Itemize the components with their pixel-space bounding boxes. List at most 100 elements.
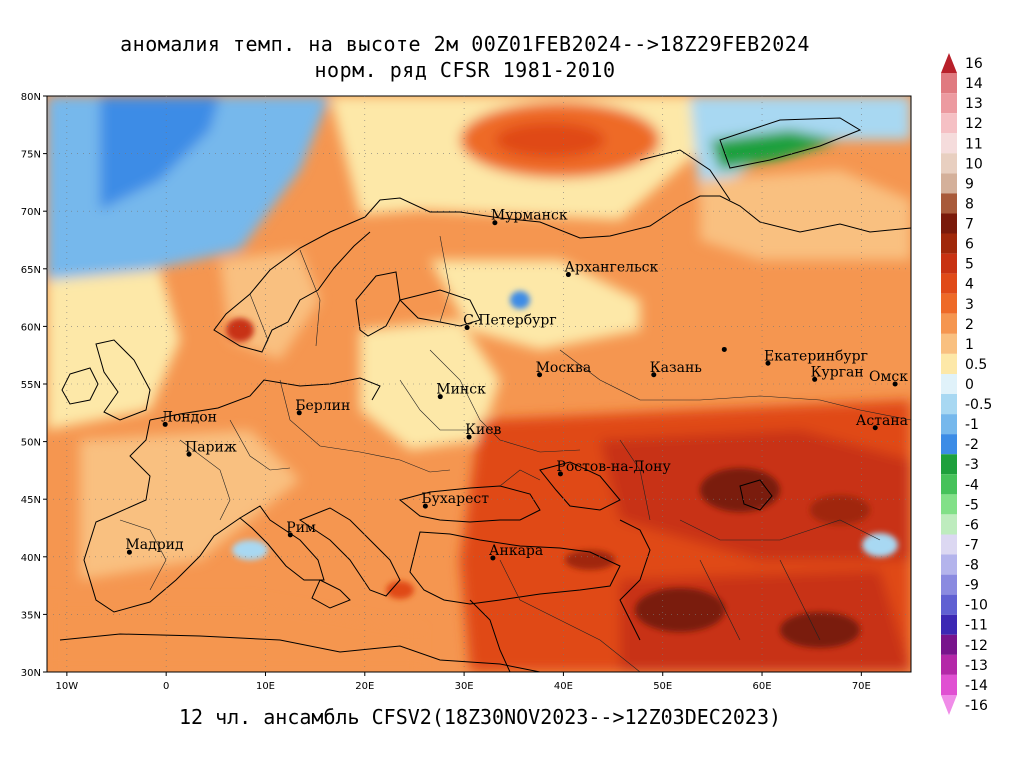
colorbar-swatch — [941, 193, 957, 214]
lon-tick-label: 40E — [554, 681, 573, 692]
colorbar-label: 8 — [965, 196, 974, 212]
city-label: Астана — [856, 413, 908, 429]
city-label: Лондон — [161, 409, 217, 425]
colorbar-label: -8 — [965, 558, 979, 574]
ensemble-info: 12 чл. ансамбль CFSV2(18Z30NOV2023-->12Z… — [178, 705, 782, 729]
city-label: Архангельск — [564, 260, 658, 276]
lat-tick-label: 80N — [21, 92, 41, 103]
lat-tick-label: 75N — [21, 150, 41, 161]
city-marker — [287, 532, 293, 538]
colorbar-swatch — [941, 213, 957, 234]
lat-tick-label: 60N — [21, 322, 41, 333]
city-marker — [437, 394, 443, 400]
colorbar-swatch — [941, 373, 957, 395]
colorbar-swatch — [941, 514, 957, 535]
lat-tick-label: 65N — [21, 265, 41, 276]
colorbar-swatch — [941, 614, 957, 635]
colorbar-label: 3 — [965, 297, 974, 313]
city-marker — [557, 471, 563, 477]
city-marker — [872, 425, 878, 431]
colorbar-label: 0 — [965, 377, 974, 393]
colorbar-label: 5 — [965, 257, 974, 273]
colorbar-swatch — [941, 654, 957, 675]
colorbar-swatch — [941, 173, 957, 194]
graticule — [47, 96, 911, 672]
colorbar-swatch — [941, 414, 957, 435]
colorbar-swatch — [941, 534, 957, 555]
colorbar-swatch — [941, 53, 957, 74]
lon-tick-label: 10W — [56, 681, 79, 692]
city-label: Рим — [286, 520, 316, 536]
colorbar-label: -6 — [965, 517, 979, 533]
colorbar-label: -5 — [965, 497, 979, 513]
colorbar-label: 4 — [965, 277, 974, 293]
colorbar-label: -7 — [965, 537, 979, 553]
colorbar-label: 9 — [965, 176, 974, 192]
colorbar-label: 6 — [965, 237, 974, 253]
lon-tick-label: 60E — [753, 681, 772, 692]
colorbar: 16 14 13 12 11 10 9 8 7 6 5 4 3 2 1 0.5 0 -0.5 -1 -2 -3 -4 -5 -… — [941, 53, 992, 715]
city-marker — [651, 372, 657, 378]
city-label: Минск — [436, 382, 486, 398]
colorbar-label: 0.5 — [965, 357, 987, 373]
colorbar-label: 7 — [965, 217, 974, 233]
city-marker — [565, 272, 571, 278]
colorbar-label: 13 — [965, 96, 983, 112]
lon-tick-label: 10E — [256, 681, 275, 692]
coastlines — [59, 117, 911, 672]
city-label: Анкара — [489, 543, 543, 559]
chart-subtitle: норм. ряд CFSR 1981-2010 — [314, 58, 616, 82]
lon-tick-label: 50E — [653, 681, 672, 692]
lat-tick-label: 45N — [21, 495, 41, 506]
lat-tick-label: 40N — [21, 553, 41, 564]
colorbar-label: -4 — [965, 477, 979, 493]
colorbar-label: -9 — [965, 578, 979, 594]
colorbar-swatch — [941, 273, 957, 294]
lon-tick-label: 70E — [852, 681, 871, 692]
colorbar-label: -1 — [965, 417, 979, 433]
city-marker — [812, 376, 818, 382]
city-marker — [466, 434, 472, 440]
city-label: Киев — [465, 422, 501, 438]
lat-tick-label: 50N — [21, 438, 41, 449]
lat-tick-label: 70N — [21, 207, 41, 218]
city-marker — [464, 325, 470, 331]
city-marker — [126, 549, 132, 555]
colorbar-swatch — [941, 233, 957, 254]
colorbar-label: -12 — [965, 638, 988, 654]
colorbar-swatch — [941, 594, 957, 615]
colorbar-label: -3 — [965, 457, 979, 473]
colorbar-label: -14 — [965, 678, 988, 694]
colorbar-label: -11 — [965, 618, 988, 634]
colorbar-swatch — [941, 353, 957, 374]
city-markers: Мурманск Архангельск С.Петербург Москва Каза… — [125, 208, 908, 561]
colorbar-swatch — [941, 113, 957, 134]
colorbar-label: -0.5 — [965, 397, 992, 413]
colorbar-swatch — [941, 674, 957, 695]
city-label: С.Петербург — [463, 313, 557, 329]
city-marker — [537, 372, 543, 378]
city-marker — [765, 360, 771, 366]
lon-tick-label: 20E — [355, 681, 374, 692]
city-label: Париж — [185, 439, 237, 455]
colorbar-swatch — [941, 394, 957, 415]
colorbar-swatch — [941, 494, 957, 515]
axis-ticks: 80N 75N 70N 65N 60N 55N 50N 45N 40N 35N 30N 10W 0 10E… — [21, 92, 871, 692]
colorbar-swatch — [941, 474, 957, 495]
colorbar-swatch — [941, 694, 957, 715]
colorbar-label: 16 — [965, 56, 983, 72]
colorbar-label: 1 — [965, 337, 974, 353]
colorbar-label: -10 — [965, 598, 988, 614]
colorbar-swatch — [941, 73, 957, 94]
borders — [119, 235, 911, 672]
colorbar-swatch — [941, 634, 957, 655]
city-marker — [892, 381, 898, 387]
colorbar-swatch — [941, 153, 957, 174]
colorbar-swatch — [941, 293, 957, 314]
colorbar-swatch — [941, 574, 957, 595]
city-marker — [492, 220, 498, 226]
lon-tick-label: 0 — [163, 681, 169, 692]
city-label: Курган — [811, 364, 864, 380]
city-label: Омск — [869, 369, 908, 385]
city-marker — [296, 410, 302, 416]
